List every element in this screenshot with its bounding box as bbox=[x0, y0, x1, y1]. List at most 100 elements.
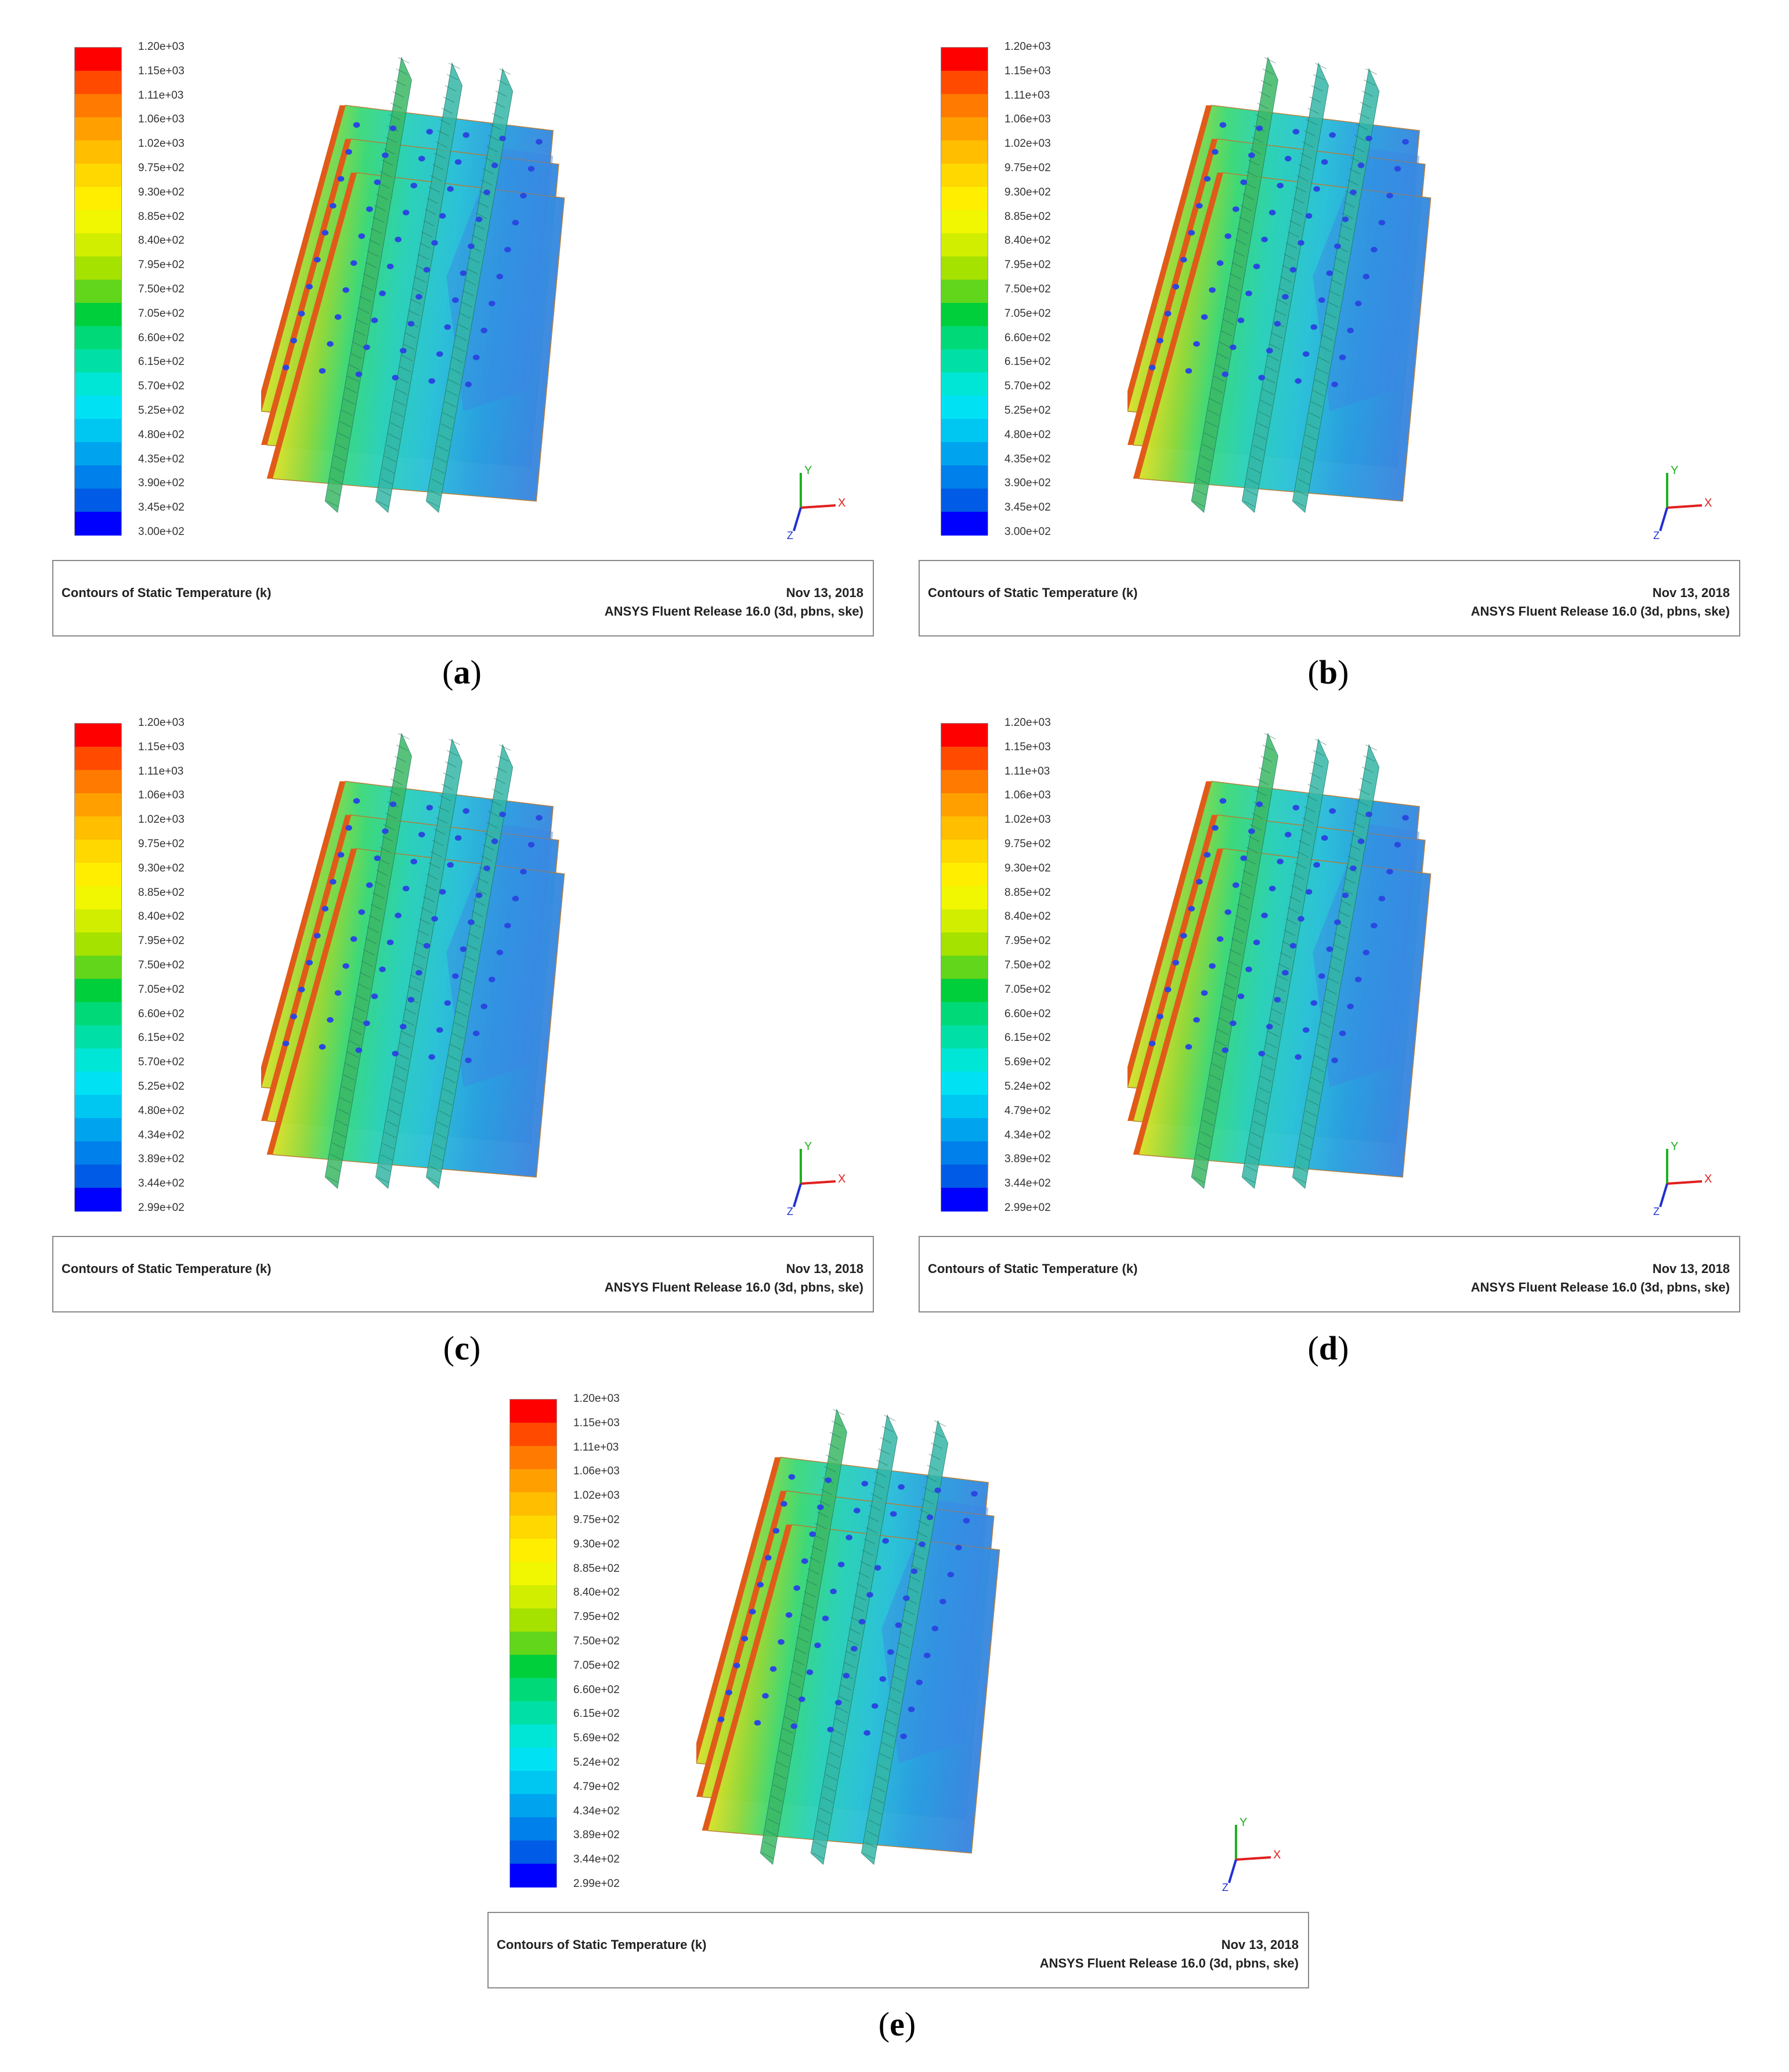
fin-hatch bbox=[352, 341, 364, 348]
tube-dot bbox=[520, 193, 527, 199]
fin-hatch bbox=[863, 1853, 875, 1860]
fin-hatch bbox=[1278, 287, 1290, 294]
fin-hatch bbox=[1248, 836, 1260, 842]
fin-hatch bbox=[894, 1664, 906, 1671]
tube-dot bbox=[410, 859, 418, 865]
tube-dot bbox=[1305, 889, 1313, 895]
tube-dot bbox=[355, 1047, 363, 1053]
fin-hatch bbox=[334, 455, 346, 462]
tube-dot bbox=[861, 1481, 869, 1487]
tube-dot bbox=[472, 1030, 480, 1036]
colorbar-swatch bbox=[941, 303, 988, 327]
fin-hatch bbox=[438, 806, 449, 813]
fin-hatch bbox=[437, 1121, 449, 1128]
colorbar-label: 3.44e+02 bbox=[1004, 1177, 1051, 1190]
y-axis-label: Y bbox=[804, 1140, 812, 1153]
tube-dot bbox=[1339, 355, 1346, 360]
fin-hatch bbox=[1244, 501, 1256, 507]
fin-hatch bbox=[1309, 772, 1321, 779]
footer-title: Contours of Static Temperature (k) bbox=[928, 1261, 1138, 1276]
fin-hatch bbox=[1198, 1142, 1210, 1149]
colorbar-label: 8.40e+02 bbox=[1004, 910, 1051, 923]
fin-hatch bbox=[461, 977, 472, 984]
tube-dot bbox=[1402, 815, 1409, 821]
fin-hatch bbox=[1262, 68, 1274, 75]
colorbar-label: 8.40e+02 bbox=[138, 234, 185, 247]
tube-dot bbox=[330, 203, 337, 209]
tube-dot bbox=[1326, 946, 1333, 952]
colorbar-label: 5.25e+02 bbox=[1004, 404, 1051, 417]
fin-hatch bbox=[412, 287, 424, 294]
fin-hatch bbox=[789, 1682, 801, 1688]
fin-hatch bbox=[464, 955, 476, 961]
tube-dot bbox=[337, 176, 345, 182]
colorbar-label: 6.15e+02 bbox=[573, 1708, 620, 1720]
colorbar-swatch bbox=[75, 280, 121, 303]
fin-hatch bbox=[328, 489, 341, 496]
fin-hatch bbox=[451, 357, 464, 363]
tube-dot bbox=[447, 186, 454, 192]
colorbar-label: 7.05e+02 bbox=[1004, 983, 1051, 996]
colorbar-swatch bbox=[75, 419, 121, 443]
tube-dot bbox=[934, 1487, 941, 1494]
tube-dot bbox=[313, 932, 321, 939]
fin-hatch bbox=[1213, 375, 1225, 382]
fin-hatch bbox=[368, 239, 381, 245]
tube-dot bbox=[1347, 1003, 1354, 1010]
tube-dot bbox=[374, 179, 381, 185]
fin-hatch bbox=[482, 168, 494, 175]
fin-hatch bbox=[1259, 91, 1271, 98]
tube-dot bbox=[536, 139, 543, 145]
temperature-contour-plot bbox=[261, 732, 565, 1189]
fin-hatch bbox=[377, 1177, 389, 1183]
fin-hatch bbox=[450, 1044, 461, 1050]
colorbar-swatch bbox=[941, 489, 988, 512]
fin-hatch bbox=[1251, 812, 1263, 819]
tube-dot bbox=[1362, 949, 1370, 956]
tube-dot bbox=[1350, 865, 1357, 872]
colorbar-swatch bbox=[510, 1655, 556, 1679]
tube-dot bbox=[793, 1585, 801, 1591]
colorbar-label: 7.50e+02 bbox=[573, 1635, 620, 1647]
fin-hatch bbox=[1293, 873, 1305, 880]
colorbar bbox=[74, 47, 122, 536]
colorbar-label: 2.99e+02 bbox=[138, 1202, 185, 1214]
fin-hatch bbox=[921, 1498, 933, 1505]
tube-dot bbox=[366, 882, 373, 888]
fin-hatch bbox=[1245, 1165, 1257, 1172]
colorbar-label: 1.11e+03 bbox=[138, 765, 184, 778]
tube-dot bbox=[1313, 186, 1320, 192]
tube-dot bbox=[480, 1003, 487, 1010]
colorbar-swatch bbox=[941, 1025, 988, 1049]
fin-hatch bbox=[1193, 1177, 1205, 1183]
fin-hatch bbox=[1235, 915, 1247, 921]
tube-dot bbox=[371, 993, 378, 999]
tube-dot bbox=[1164, 310, 1172, 317]
tube-dot bbox=[345, 149, 352, 155]
plot-footer: Contours of Static Temperature (k) Nov 13… bbox=[52, 560, 874, 637]
fin-hatch bbox=[395, 388, 407, 395]
tube-dot bbox=[1371, 247, 1378, 252]
fin-sheet bbox=[1292, 67, 1380, 514]
tube-dot bbox=[1302, 351, 1310, 357]
colorbar-label: 9.75e+02 bbox=[138, 838, 185, 850]
fin-hatch bbox=[388, 433, 400, 440]
fin-hatch bbox=[1294, 1177, 1306, 1184]
tube-dot bbox=[817, 1504, 824, 1510]
fin-hatch bbox=[491, 789, 504, 795]
fin-hatch bbox=[1315, 63, 1327, 69]
fin-hatch bbox=[890, 1686, 902, 1693]
tube-dot bbox=[426, 129, 433, 135]
fin-hatch bbox=[480, 855, 493, 862]
colorbar-swatch bbox=[75, 840, 121, 863]
tube-dot bbox=[882, 1538, 889, 1544]
fin-hatch bbox=[429, 1166, 442, 1172]
colorbar-label: 7.95e+02 bbox=[1004, 935, 1051, 948]
fin-hatch bbox=[474, 223, 485, 230]
fin-hatch bbox=[881, 1426, 894, 1433]
fin-hatch bbox=[881, 1742, 893, 1748]
fin-hatch bbox=[826, 1455, 838, 1461]
fin-hatch bbox=[1255, 790, 1267, 797]
fin-hatch bbox=[484, 157, 496, 164]
colorbar-swatch bbox=[941, 1095, 988, 1119]
